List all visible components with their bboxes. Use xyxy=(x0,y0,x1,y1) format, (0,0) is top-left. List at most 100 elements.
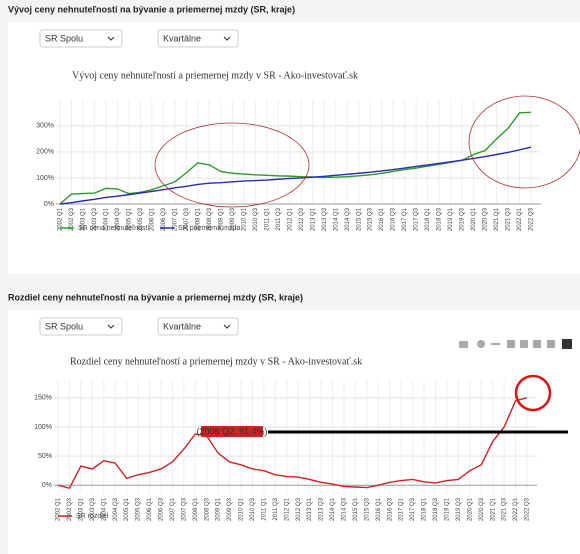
zoom-out-icon[interactable] xyxy=(520,340,528,348)
y-tick-label: 150% xyxy=(34,395,52,402)
annotation-box xyxy=(200,426,263,437)
x-tick-label: 2021 Q1 xyxy=(494,207,500,231)
x-tick-label: 2017 Q1 xyxy=(399,497,405,521)
x-tick-label: 2012 Q3 xyxy=(299,207,305,231)
zoom-in-icon[interactable] xyxy=(507,340,515,348)
legend-label: SR cena nehnuteľností xyxy=(78,225,149,232)
x-tick-label: 2010 Q1 xyxy=(239,497,245,521)
dropdown[interactable] xyxy=(39,317,123,336)
chart-title: Rozdiel ceny nehnuteľností a priemernej … xyxy=(70,356,362,367)
zoom-icon[interactable] xyxy=(477,340,485,348)
legend-label: SR rozdiel xyxy=(76,513,109,520)
x-tick-label: 2014 Q3 xyxy=(342,497,348,521)
dropdown-label: SR Spolu xyxy=(45,321,83,331)
x-tick-label: 2003 Q3 xyxy=(92,207,98,231)
x-tick-label: 2011 Q3 xyxy=(273,497,279,520)
dropdown-label: Kvartálne xyxy=(163,321,201,331)
x-tick-label: 2013 Q1 xyxy=(307,497,313,521)
annotation-label: (2008 Q2, 91.4%) xyxy=(196,426,267,436)
y-tick-label: 0% xyxy=(42,482,52,489)
x-tick-label: 2003 Q3 xyxy=(90,497,96,521)
x-tick-label: 2019 Q1 xyxy=(448,207,454,231)
highlight-circle xyxy=(514,374,552,412)
x-tick-label: 2006 Q1 xyxy=(149,207,155,231)
logo-icon[interactable] xyxy=(562,339,572,349)
section-heading: Rozdiel ceny nehnuteľností na bývanie a … xyxy=(8,292,303,302)
x-tick-label: 2010 Q1 xyxy=(241,207,247,231)
dropdown[interactable] xyxy=(157,29,239,48)
x-tick-label: 2019 Q3 xyxy=(460,207,466,231)
x-tick-label: 2007 Q1 xyxy=(172,207,178,231)
x-tick-label: 2004 Q3 xyxy=(113,497,119,521)
y-tick-label: 50% xyxy=(38,453,52,460)
highlight-circle xyxy=(154,122,310,208)
autoscale-icon[interactable] xyxy=(533,340,541,348)
x-tick-label: 2021 Q1 xyxy=(490,497,496,521)
y-tick-label: 0% xyxy=(44,201,54,208)
x-tick-label: 2017 Q1 xyxy=(402,207,408,231)
x-tick-label: 2007 Q3 xyxy=(181,497,187,521)
x-tick-label: 2002 Q3 xyxy=(67,497,73,521)
x-tick-label: 2003 Q1 xyxy=(81,207,87,231)
x-tick-label: 2019 Q3 xyxy=(456,497,462,521)
x-tick-label: 2009 Q1 xyxy=(218,207,224,231)
x-tick-label: 2007 Q1 xyxy=(170,497,176,521)
dropdown-label: Kvartálne xyxy=(163,33,201,43)
x-tick-label: 2002 Q1 xyxy=(56,497,62,521)
dropdown-chevron xyxy=(223,324,231,329)
dropdown-label: SR Spolu xyxy=(45,33,83,43)
toolbar xyxy=(459,339,572,349)
y-tick-label: 300% xyxy=(36,123,54,130)
y-tick-label: 100% xyxy=(36,175,54,182)
series-line xyxy=(59,146,532,205)
x-tick-label: 2009 Q3 xyxy=(230,207,236,231)
pan-icon[interactable] xyxy=(491,343,500,345)
x-tick-label: 2020 Q1 xyxy=(471,207,477,231)
y-tick-label: 200% xyxy=(36,149,54,156)
x-tick-label: 2011 Q1 xyxy=(264,207,270,230)
x-tick-label: 2008 Q1 xyxy=(195,207,201,231)
camera-icon[interactable] xyxy=(459,341,468,348)
x-tick-label: 2016 Q3 xyxy=(387,497,393,521)
x-tick-label: 2010 Q3 xyxy=(250,497,256,521)
x-tick-label: 2018 Q3 xyxy=(437,207,443,231)
annotation: (2008 Q2, 91.4%) xyxy=(196,426,268,437)
series-line xyxy=(57,397,528,489)
chart-title: Vývoj ceny nehnuteľností a priemernej mz… xyxy=(72,70,358,81)
x-tick-label: 2018 Q3 xyxy=(433,497,439,521)
dropdown-chevron xyxy=(223,36,231,41)
x-tick-label: 2014 Q3 xyxy=(345,207,351,231)
dropdown[interactable] xyxy=(39,29,123,48)
x-tick-label: 2016 Q3 xyxy=(391,207,397,231)
x-tick-label: 2016 Q1 xyxy=(376,497,382,521)
x-tick-label: 2017 Q3 xyxy=(410,497,416,521)
x-tick-label: 2008 Q1 xyxy=(193,497,199,521)
x-tick-label: 2015 Q3 xyxy=(368,207,374,231)
home-icon[interactable] xyxy=(547,340,555,348)
x-tick-label: 2006 Q3 xyxy=(159,497,165,521)
x-tick-label: 2019 Q1 xyxy=(445,497,451,521)
x-tick-label: 2006 Q1 xyxy=(147,497,153,521)
x-tick-label: 2020 Q1 xyxy=(467,497,473,521)
dropdown-chevron xyxy=(107,324,115,329)
panel xyxy=(8,22,580,274)
section-heading: Vývoj ceny nehnuteľností na bývanie a pr… xyxy=(8,4,295,14)
x-tick-label: 2012 Q1 xyxy=(284,497,290,521)
x-tick-label: 2018 Q1 xyxy=(422,497,428,521)
x-tick-label: 2009 Q1 xyxy=(216,497,222,521)
x-tick-label: 2020 Q3 xyxy=(483,207,489,231)
x-tick-label: 2008 Q3 xyxy=(204,497,210,521)
x-tick-label: 2016 Q1 xyxy=(379,207,385,231)
x-tick-label: 2004 Q3 xyxy=(115,207,121,231)
x-tick-label: 2008 Q3 xyxy=(207,207,213,231)
x-tick-label: 2002 Q3 xyxy=(69,207,75,231)
x-tick-label: 2012 Q1 xyxy=(287,207,293,231)
x-tick-label: 2020 Q3 xyxy=(479,497,485,521)
dropdown[interactable] xyxy=(157,317,239,336)
x-tick-label: 2009 Q3 xyxy=(227,497,233,521)
x-tick-label: 2005 Q1 xyxy=(124,497,130,521)
x-tick-label: 2005 Q3 xyxy=(138,207,144,231)
x-tick-label: 2013 Q3 xyxy=(322,207,328,231)
x-tick-label: 2021 Q3 xyxy=(502,497,508,521)
